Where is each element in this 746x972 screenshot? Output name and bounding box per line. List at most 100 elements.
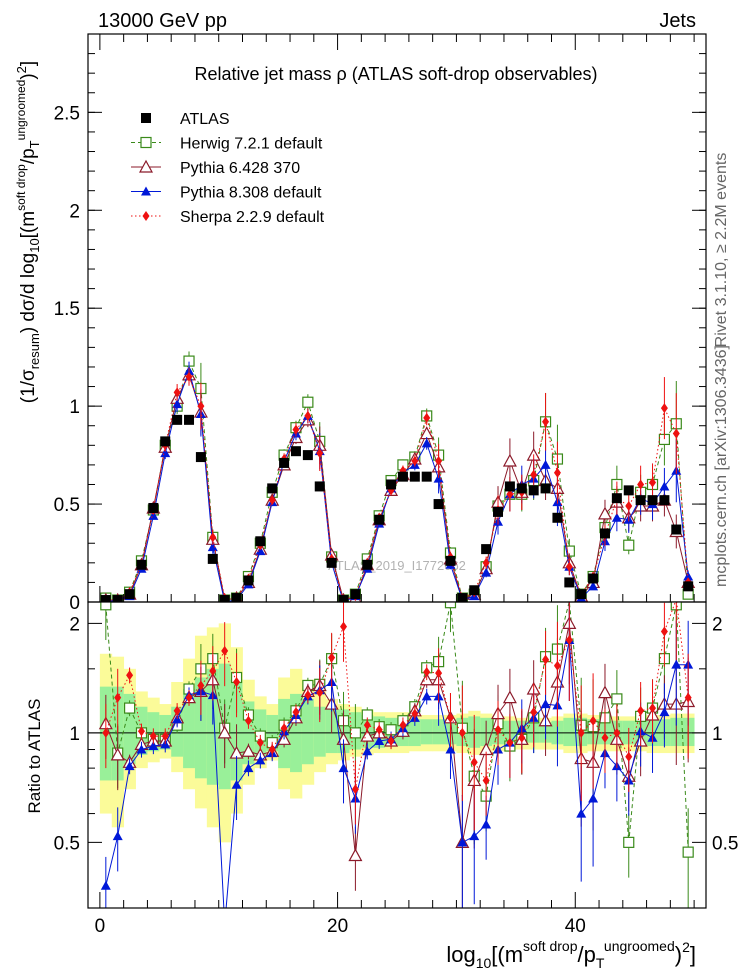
ratio-point-pythia8 [124,761,135,771]
ratio-panel: 0.5 0.51 12 20 20 40 [54,601,738,937]
ratio-point-sherpa [625,751,633,762]
point-sherpa [672,428,680,439]
point-sherpa [482,557,490,568]
ratio-point-sherpa [435,668,443,679]
band-inner [313,706,327,757]
point-atlas [599,528,610,539]
ratio-point-herwig [611,693,623,705]
point-herwig [302,396,314,408]
ratio-point-sherpa [328,652,336,663]
point-atlas [302,450,313,461]
point-sherpa [565,561,573,572]
point-atlas [671,524,682,535]
ratio-point-herwig [682,846,694,858]
y-tick-label: 2 [69,201,80,222]
point-sherpa [637,479,645,490]
point-atlas [576,589,587,600]
point-atlas [504,481,515,492]
ratio-point-pythia8 [469,831,480,841]
ratio-point-pythia8 [659,707,670,717]
y-tick-label: 0 [69,593,80,614]
point-atlas [433,499,444,510]
point-atlas [528,485,539,496]
watermark: ATLAS_2019_I1772062 [328,558,466,573]
point-herwig [623,539,635,551]
ratio-point-pythia6 [217,725,232,739]
legend-marker-atlas [141,113,151,123]
point-sherpa [292,424,300,435]
point-atlas [409,471,420,482]
ratio-ylabel: Ratio to ATLAS [25,699,44,814]
ratio-point-sherpa [102,727,110,738]
ratio-point-pythia6 [360,728,375,742]
x-tick-label: 20 [327,916,348,937]
ratio-point-sherpa [482,775,490,786]
point-atlas [540,483,551,494]
point-atlas [493,506,504,517]
ratio-point-sherpa [399,720,407,731]
ratio-point-pythia8 [362,746,373,756]
ratio-y-tick-label: 1 [69,724,80,745]
ratio-point-sherpa [233,677,241,688]
point-atlas [160,436,171,447]
ratio-point-sherpa [470,757,478,768]
ratio-point-pythia8 [136,744,147,754]
ratio-point-herwig [349,727,362,739]
ratio-point-sherpa [244,715,252,726]
ratio-point-sherpa [137,726,145,737]
legend-marker-sherpa [142,211,150,221]
ratio-point-pythia6 [110,747,125,761]
ratio-point-sherpa [660,626,668,637]
ratio-point-sherpa [280,723,288,734]
point-pythia8 [481,567,492,577]
point-sherpa [542,416,550,427]
point-sherpa [173,387,181,398]
point-atlas [564,577,575,588]
point-pythia8 [433,473,444,483]
band-inner [183,689,196,769]
point-atlas [386,479,397,490]
ratio-point-pythia8 [148,741,159,751]
point-pythia6 [419,426,434,440]
ratio-point-sherpa [185,692,193,703]
point-atlas [112,595,123,602]
ratio-point-sherpa [340,621,348,632]
point-atlas [362,559,373,570]
ratio-point-herwig [123,702,136,714]
ratio-point-pythia6 [502,690,517,704]
ratio-point-sherpa [601,732,609,743]
mcplots-label: mcplots.cern.ch [arXiv:1306.3436] [713,345,730,587]
ratio-line-sherpa [105,602,689,790]
legend-label-atlas: ATLAS [180,111,230,128]
ratio-point-pythia8 [100,880,111,890]
point-atlas [635,495,646,506]
ratio-point-sherpa [553,660,561,671]
legend-marker-pythia8 [141,186,151,196]
point-sherpa [649,477,657,488]
ratio-point-sherpa [292,707,300,718]
ratio-point-pythia8 [481,819,492,829]
ratio-point-pythia8 [231,779,242,789]
ratio-point-sherpa [518,732,526,743]
point-atlas [148,502,159,513]
ratio-point-pythia8 [255,755,266,765]
legend-marker-pythia6 [138,159,154,173]
point-atlas [219,595,230,602]
point-sherpa [304,410,312,421]
point-sherpa [553,467,561,478]
ratio-point-sherpa [197,680,205,691]
ratio-point-sherpa [446,712,454,723]
point-pythia8 [207,542,218,552]
point-sherpa [268,495,276,506]
band-inner [301,698,315,765]
point-pythia8 [683,571,694,581]
ratio-point-herwig [444,602,457,609]
point-pythia6 [502,453,517,467]
ratio-point-pythia8 [445,744,456,754]
ratio-point-sherpa [351,784,359,795]
point-sherpa [316,448,324,459]
band-inner [194,677,208,779]
ratio-point-sherpa [577,727,585,738]
point-atlas [350,589,361,600]
